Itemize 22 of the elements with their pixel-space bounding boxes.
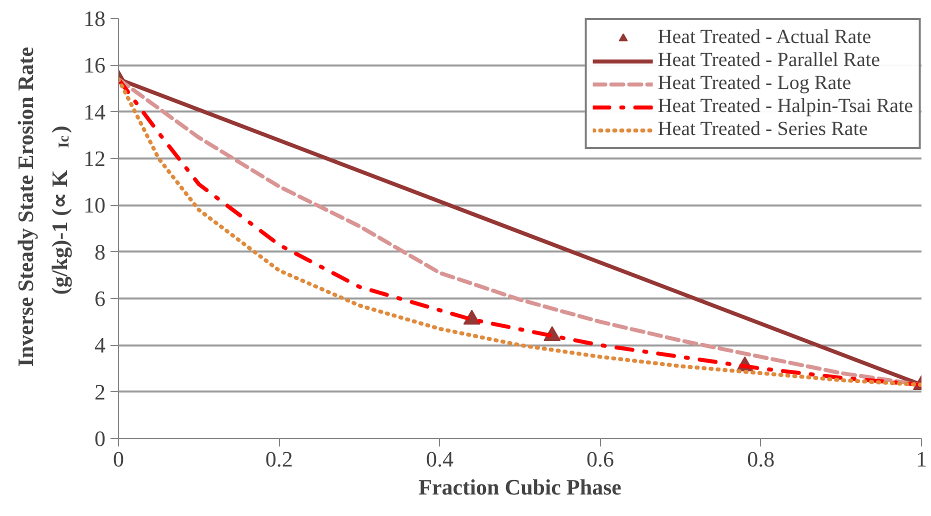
- legend-label: Heat Treated - Parallel Rate: [658, 49, 880, 72]
- y-tick-label: 14: [84, 99, 106, 124]
- x-tick-label: 0.6: [586, 446, 614, 472]
- legend-label: Heat Treated - Halpin-Tsai Rate: [658, 95, 913, 118]
- y-tick-label: 8: [94, 239, 106, 264]
- y-tick-label: 4: [94, 332, 106, 358]
- y-tick-label: 0: [94, 426, 106, 451]
- legend-label: Heat Treated - Series Rate: [658, 118, 868, 141]
- y-tick-label: 2: [94, 379, 106, 404]
- y-tick-label: 10: [84, 192, 106, 218]
- x-tick-label: 0: [113, 446, 124, 472]
- x-tick-label: 0.2: [265, 446, 293, 472]
- legend-label: Heat Treated - Actual Rate: [658, 26, 872, 49]
- x-tick-label: 0.4: [426, 446, 454, 472]
- legend-label: Heat Treated - Log Rate: [658, 72, 852, 95]
- x-axis-title: Fraction Cubic Phase: [418, 474, 622, 500]
- y-tick-label: 16: [84, 52, 106, 78]
- y-tick-label: 12: [84, 146, 106, 171]
- x-tick-label: 1: [916, 446, 927, 472]
- y-tick-label: 6: [94, 286, 106, 311]
- x-tick-label: 0.8: [747, 446, 775, 472]
- y-tick-label: 18: [84, 6, 106, 31]
